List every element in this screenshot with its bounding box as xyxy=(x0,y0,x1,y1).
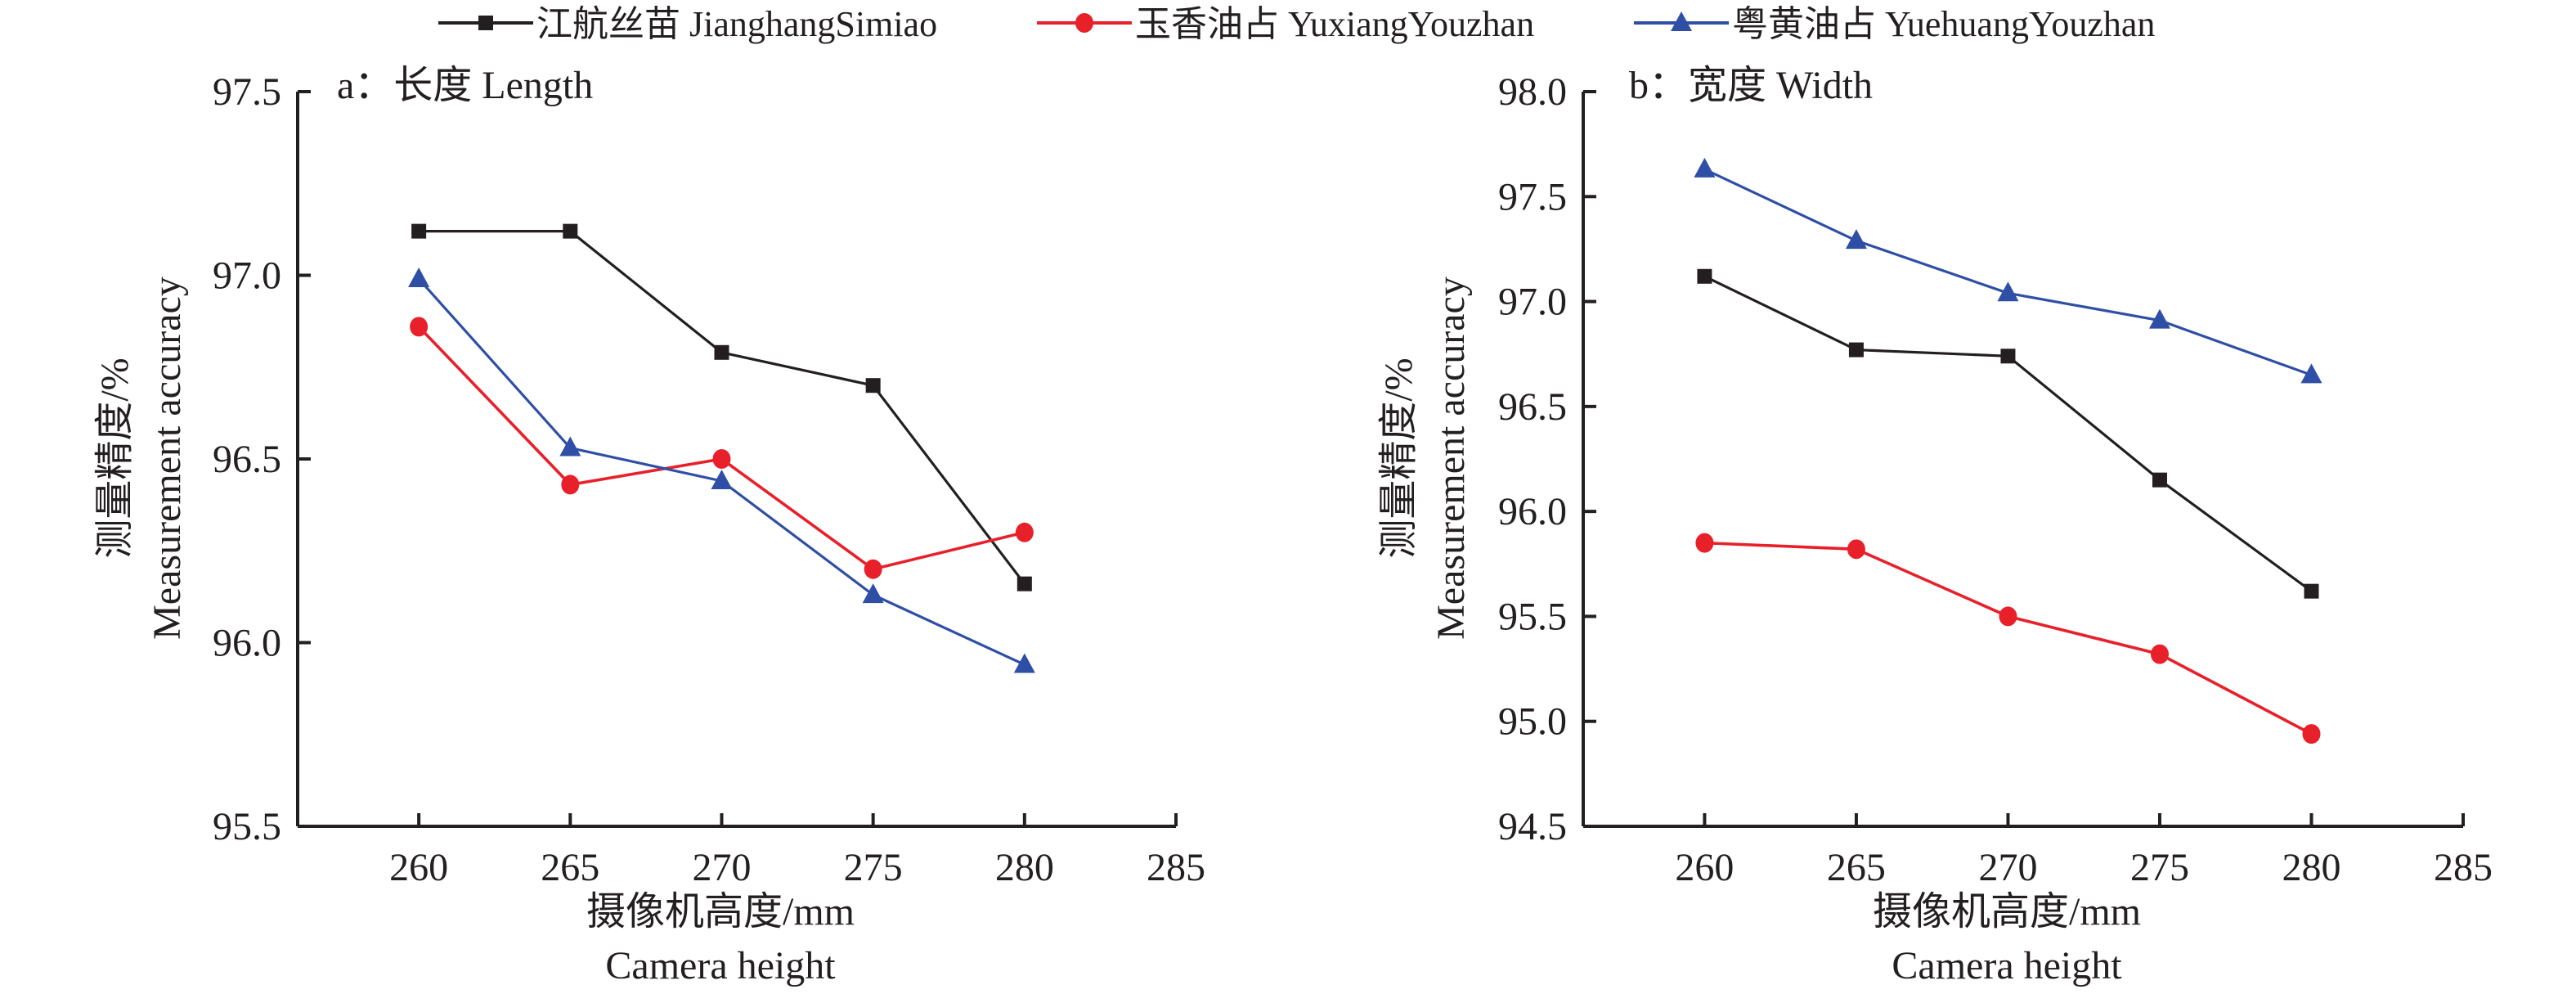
series-1 xyxy=(411,223,1032,591)
series-line xyxy=(417,326,1025,571)
data-point xyxy=(862,583,884,604)
series-3 xyxy=(408,267,1035,673)
series-1 xyxy=(1697,268,2319,599)
x-tick-label: 280 xyxy=(995,846,1054,889)
legend-label: 粤黄油占 YuehuangYouzhan xyxy=(1732,4,2155,44)
data-point xyxy=(2150,644,2169,664)
data-point xyxy=(2304,583,2319,599)
y-tick-label: 97.5 xyxy=(1498,175,1567,218)
x-tick-label: 280 xyxy=(2282,846,2340,889)
legend-marker-square xyxy=(478,16,493,30)
data-point xyxy=(711,469,733,489)
data-point xyxy=(2300,363,2322,384)
y-tick-label: 97.0 xyxy=(1498,281,1567,324)
data-point xyxy=(864,559,882,579)
x-axis-label: 摄像机高度/mm xyxy=(1873,890,2141,933)
data-point xyxy=(712,449,731,469)
y-tick-label: 97.0 xyxy=(213,254,281,298)
data-point xyxy=(865,378,881,394)
legend-label: 玉香油占 YuxiangYouzhan xyxy=(1135,4,1534,44)
y-tick-label: 96.0 xyxy=(1498,490,1567,533)
legend-marker-triangle xyxy=(1671,11,1692,31)
y-axis-label: 测量精度/% xyxy=(1377,358,1420,558)
data-point xyxy=(1016,576,1032,591)
legend-marker-circle xyxy=(1075,13,1093,33)
data-point xyxy=(561,475,580,495)
x-tick-label: 275 xyxy=(844,846,903,889)
legend: 江航丝苗 JianghangSimiao 玉香油占 YuxiangYouzhan 粤… xyxy=(438,4,2155,44)
chart-length: 95.5 96.0 96.5 97.0 97.5 260 265 270 275 280 285 a：… xyxy=(93,64,1205,987)
chart-title: a：长度 Length xyxy=(337,64,593,107)
data-point xyxy=(2000,349,2016,364)
data-point xyxy=(1997,281,2019,302)
y-tick-label: 96.0 xyxy=(213,622,281,665)
y-axis-label-en: Measurement accuracy xyxy=(1429,277,1473,640)
data-point xyxy=(1847,539,1865,560)
y-tick-label: 95.5 xyxy=(213,805,281,848)
data-point xyxy=(1999,606,2017,627)
y-tick-label: 96.5 xyxy=(213,438,281,481)
x-tick-label: 270 xyxy=(1978,846,2037,889)
x-axis-label-en: Camera height xyxy=(1892,944,2122,987)
y-tick-label: 96.5 xyxy=(1498,385,1567,429)
x-tick-label: 285 xyxy=(1147,846,1205,889)
chart-width: 94.5 95.0 95.5 96.0 96.5 97.0 97.5 98.0 260 265 27… xyxy=(1377,64,2493,987)
series-2 xyxy=(1695,533,2321,744)
x-tick-label: 275 xyxy=(2130,846,2189,889)
data-point xyxy=(410,317,429,337)
y-axis-label: 测量精度/% xyxy=(93,358,137,558)
data-point xyxy=(559,436,581,457)
y-tick-label: 97.5 xyxy=(213,70,281,114)
data-point xyxy=(408,267,430,287)
series-3 xyxy=(1694,157,2322,384)
x-tick-label: 260 xyxy=(1675,846,1734,889)
x-tick-label: 285 xyxy=(2434,846,2493,889)
x-axis-label-en: Camera height xyxy=(605,944,836,987)
data-point xyxy=(1694,157,1716,178)
data-point xyxy=(1697,268,1712,284)
y-tick-label: 95.5 xyxy=(1498,595,1567,638)
data-point xyxy=(1845,229,1867,250)
y-tick-label: 95.0 xyxy=(1498,700,1567,744)
data-point xyxy=(1695,533,1714,553)
x-tick-label: 260 xyxy=(389,846,448,889)
series-line xyxy=(1704,541,2313,735)
x-tick-label: 270 xyxy=(692,846,751,889)
y-tick-label: 94.5 xyxy=(1498,805,1567,848)
y-tick-label: 98.0 xyxy=(1498,70,1567,114)
legend-label: 江航丝苗 JianghangSimiao xyxy=(536,4,937,44)
series-2 xyxy=(410,317,1034,579)
chart-title: b：宽度 Width xyxy=(1629,64,1873,107)
data-point xyxy=(411,223,427,239)
series-line xyxy=(1703,275,2313,592)
data-point xyxy=(714,344,729,360)
x-axis-label: 摄像机高度/mm xyxy=(586,890,855,933)
data-point xyxy=(563,223,578,239)
data-point xyxy=(2148,308,2170,329)
x-tick-label: 265 xyxy=(541,846,599,889)
data-point xyxy=(1848,342,1864,358)
series-line xyxy=(1703,168,2313,376)
series-line xyxy=(419,230,1026,585)
x-tick-label: 265 xyxy=(1827,846,1886,889)
y-axis-label-en: Measurement accuracy xyxy=(146,277,189,640)
data-point xyxy=(2152,472,2167,488)
data-point xyxy=(1013,653,1035,673)
data-point xyxy=(2302,724,2321,744)
data-point xyxy=(1015,522,1034,542)
